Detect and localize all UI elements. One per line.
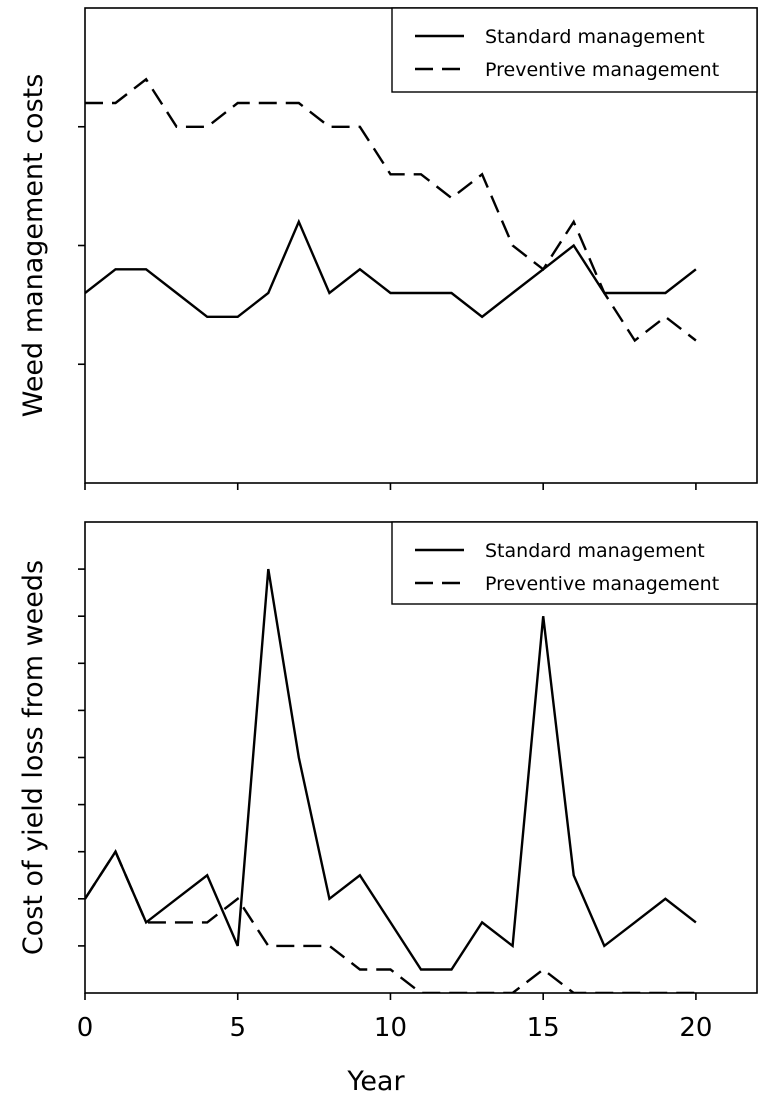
standard-series-line bbox=[85, 568, 697, 971]
x-tick-label: 5 bbox=[229, 1013, 246, 1043]
y-axis-label: Cost of yield loss from weeds bbox=[18, 560, 49, 955]
legend-label: Standard management bbox=[485, 540, 705, 562]
y-axis-label: Weed management costs bbox=[18, 74, 49, 418]
legend: Standard management Preventive management bbox=[391, 7, 758, 93]
legend-label: Preventive management bbox=[485, 59, 719, 81]
legend-box bbox=[391, 521, 758, 605]
preventive-series-line bbox=[85, 77, 697, 343]
x-tick-label: 15 bbox=[527, 1013, 560, 1043]
preventive-series-line bbox=[85, 849, 696, 993]
legend: Standard management Preventive management bbox=[391, 521, 758, 605]
x-tick-label: 10 bbox=[374, 1013, 407, 1043]
panel-1: Weed management costs Standard management… bbox=[18, 7, 758, 490]
legend-label: Standard management bbox=[485, 26, 705, 48]
legend-label: Preventive management bbox=[485, 573, 719, 595]
x-tick-label: 0 bbox=[77, 1013, 94, 1043]
x-axis-label: Year bbox=[346, 1066, 405, 1097]
standard-series-line bbox=[85, 218, 697, 319]
x-tick-label: 20 bbox=[679, 1013, 712, 1043]
panel-2: 0 5 10 15 20 Year Cost of yield loss from weed… bbox=[18, 521, 758, 1097]
legend-box bbox=[391, 7, 758, 93]
